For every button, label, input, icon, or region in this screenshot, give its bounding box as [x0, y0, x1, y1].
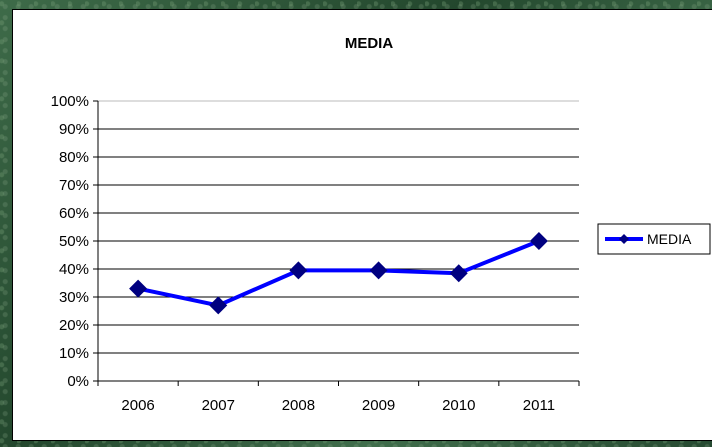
- data-point-marker: [129, 279, 148, 298]
- x-tick-label: 2011: [523, 397, 555, 414]
- y-tick-label: 10%: [59, 345, 89, 362]
- data-point-marker: [209, 296, 228, 315]
- x-tick-label: 2007: [202, 397, 235, 414]
- chart-frame: MEDIA 0% 10% 20% 30% 40% 50% 60% 70% 80% 90% 100% …: [12, 9, 712, 441]
- y-tick-label: 50%: [59, 233, 89, 250]
- gridlines: [98, 100, 579, 354]
- y-tick-label: 30%: [59, 289, 89, 306]
- data-point-marker: [289, 261, 308, 280]
- data-point-marker: [369, 261, 388, 280]
- y-tick-label: 80%: [59, 149, 89, 166]
- y-tick-label: 100%: [51, 93, 89, 110]
- y-tick-label: 60%: [59, 205, 89, 222]
- x-tick-label: 2009: [362, 397, 395, 414]
- data-point-marker: [449, 264, 468, 283]
- x-axis-ticks: 2006 2007 2008 2009 2010 2011: [97, 381, 580, 414]
- legend-marker: [619, 234, 629, 244]
- y-axis-ticks: 0% 10% 20% 30% 40% 50% 60% 70% 80% 90% 100%: [51, 93, 98, 390]
- x-tick-label: 2010: [442, 397, 475, 414]
- series-layer: [129, 232, 548, 315]
- y-tick-label: 90%: [59, 121, 89, 138]
- series-line: [137, 239, 540, 308]
- y-tick-label: 20%: [59, 317, 89, 334]
- y-tick-label: 70%: [59, 177, 89, 194]
- legend: MEDIA: [597, 223, 711, 255]
- data-point-marker: [529, 232, 548, 250]
- y-tick-label: 40%: [59, 261, 89, 278]
- legend-label: MEDIA: [647, 231, 692, 247]
- chart-title: MEDIA: [345, 35, 394, 52]
- line-chart: MEDIA 0%10%20%30%40%50%60%70%80%90%100% …: [51, 35, 711, 414]
- x-tick-label: 2008: [282, 397, 315, 414]
- x-tick-label: 2006: [121, 397, 154, 414]
- y-tick-label: 0%: [67, 373, 89, 390]
